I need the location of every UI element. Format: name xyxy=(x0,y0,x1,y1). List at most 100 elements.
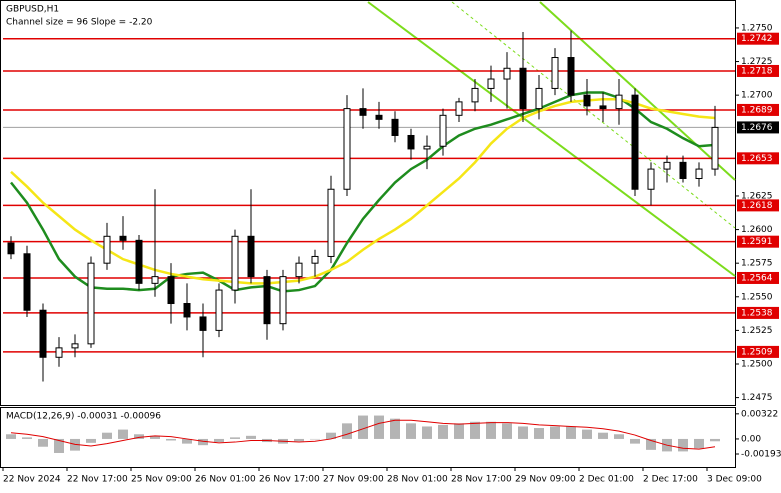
macd-bar xyxy=(518,426,528,439)
level-label-box xyxy=(737,103,779,116)
candle-body xyxy=(151,276,159,284)
macd-bar xyxy=(710,438,720,442)
level-label-box xyxy=(737,152,779,165)
candle-body xyxy=(711,126,719,170)
candle-body xyxy=(55,347,63,358)
candle-body xyxy=(199,316,207,331)
y-tick-label: 1.2725 xyxy=(741,57,773,67)
candle-body xyxy=(423,145,431,150)
x-tick-label: 2 Dec 17:00 xyxy=(643,475,698,485)
level-label-box xyxy=(737,199,779,212)
x-tick-label: 29 Nov 09:00 xyxy=(515,475,576,485)
channel-line xyxy=(367,1,736,277)
macd-bar xyxy=(374,415,384,439)
macd-bar xyxy=(214,438,224,443)
candle-body xyxy=(439,114,447,147)
candle-body xyxy=(23,253,31,311)
candle-body xyxy=(247,235,255,278)
level-label: 1.2653 xyxy=(741,154,773,164)
y-tick-label: 1.2700 xyxy=(741,91,773,101)
macd-bar xyxy=(502,423,512,439)
macd-bar xyxy=(198,438,208,446)
x-tick-label: 28 Nov 17:00 xyxy=(451,475,512,485)
candle-body xyxy=(535,87,543,110)
x-tick-label: 22 Nov 17:00 xyxy=(67,475,128,485)
macd-bar xyxy=(358,415,368,439)
candle-body xyxy=(583,94,591,107)
candle-body xyxy=(647,168,655,190)
candle-body xyxy=(183,303,191,318)
macd-bar xyxy=(326,432,336,439)
candle-body xyxy=(407,134,415,150)
macd-y-tick-label: 0.00322 xyxy=(741,409,778,419)
candle-body xyxy=(263,276,271,325)
macd-bar xyxy=(678,438,688,452)
macd-bar xyxy=(582,429,592,439)
macd-bar xyxy=(566,426,576,439)
y-tick-label: 1.2575 xyxy=(741,259,773,269)
x-tick-label: 26 Nov 17:00 xyxy=(259,475,320,485)
candle-body xyxy=(135,239,143,284)
price-panel xyxy=(0,0,736,406)
macd-bar xyxy=(22,437,32,439)
y-tick-label: 1.2475 xyxy=(741,393,773,403)
candle-body xyxy=(679,161,687,179)
candle-body xyxy=(311,255,319,264)
x-tick-label: 28 Nov 01:00 xyxy=(387,475,448,485)
macd-bar xyxy=(230,437,240,439)
y-tick-label: 1.2600 xyxy=(741,225,773,235)
macd-bar xyxy=(102,432,112,439)
channel-midline xyxy=(451,1,736,229)
candle-body xyxy=(487,78,495,89)
moving-average xyxy=(10,97,716,285)
macd-bar xyxy=(54,438,64,453)
x-tick-label: 27 Nov 09:00 xyxy=(323,475,384,485)
moving-average xyxy=(10,91,716,293)
x-tick-label: 26 Nov 01:00 xyxy=(195,475,256,485)
macd-bar xyxy=(550,426,560,439)
y-tick-label: 1.2525 xyxy=(741,326,773,336)
macd-bar xyxy=(86,438,96,443)
candle-body xyxy=(503,67,511,80)
x-tick-label: 22 Nov 2024 xyxy=(3,475,61,485)
chart-subtitle: Channel size = 96 Slope = -2.20 xyxy=(6,18,153,28)
macd-signal xyxy=(10,419,716,450)
candle-body xyxy=(119,235,127,241)
macd-bar xyxy=(422,426,432,439)
macd-bar xyxy=(342,423,352,439)
candle-body xyxy=(615,94,623,110)
candle-body xyxy=(567,57,575,96)
y-tick-label: 1.2625 xyxy=(741,191,773,201)
macd-bar xyxy=(182,438,192,444)
macd-bar xyxy=(166,438,176,441)
candle-body xyxy=(663,161,671,170)
level-label-box xyxy=(737,32,779,45)
candle-body xyxy=(87,262,95,345)
level-label-box xyxy=(737,235,779,248)
candle-body xyxy=(343,108,351,190)
level-label: 1.2618 xyxy=(741,201,773,211)
candle-body xyxy=(7,242,15,255)
candle-body xyxy=(375,114,383,120)
macd-bar xyxy=(598,432,608,439)
candle-body xyxy=(295,262,303,278)
level-label: 1.2509 xyxy=(741,347,773,357)
candle-body xyxy=(359,108,367,116)
macd-bar xyxy=(438,424,448,439)
macd-bar xyxy=(6,434,16,439)
candle-body xyxy=(327,188,335,257)
y-tick-label: 1.2500 xyxy=(741,360,773,370)
macd-bar xyxy=(246,435,256,439)
level-label-box xyxy=(737,64,779,77)
level-label: 1.2564 xyxy=(741,273,773,283)
macd-bar xyxy=(390,418,400,439)
candle-body xyxy=(231,235,239,291)
candle-body xyxy=(599,105,607,110)
candle-body xyxy=(279,276,287,325)
chart-title: GBPUSD,H1 xyxy=(6,5,59,15)
channel-line xyxy=(539,1,736,181)
macd-bar xyxy=(118,429,128,439)
macd-y-tick-label: 0.00 xyxy=(741,434,761,444)
